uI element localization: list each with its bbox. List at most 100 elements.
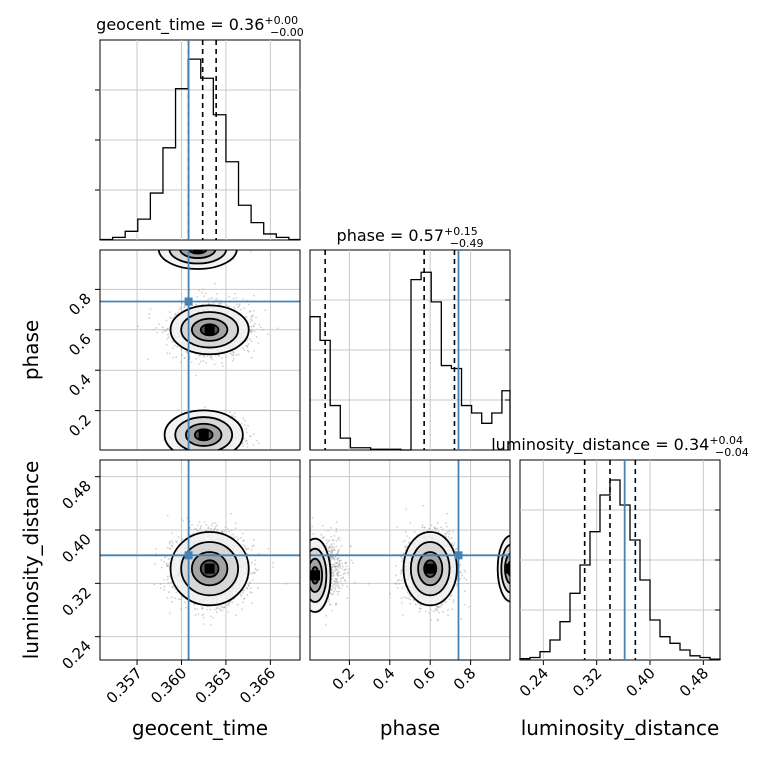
sample-point — [217, 354, 220, 357]
sample-point — [185, 606, 187, 609]
xlabel-luminosity-distance: luminosity_distance — [521, 716, 720, 740]
sample-point — [245, 316, 248, 319]
sample-point — [250, 356, 253, 359]
sample-point — [178, 308, 181, 311]
sample-point — [175, 591, 178, 594]
sample-point — [210, 527, 212, 530]
sample-point — [179, 306, 182, 309]
sample-point — [170, 317, 173, 320]
sample-point — [247, 584, 250, 587]
sample-point — [243, 597, 246, 600]
sample-point — [177, 311, 180, 314]
sample-point — [262, 328, 265, 331]
sample-point — [205, 523, 208, 526]
sample-point — [170, 581, 173, 584]
sample-point — [195, 374, 198, 377]
density-peak — [192, 250, 203, 254]
sample-point — [237, 538, 240, 541]
sample-point — [248, 584, 250, 587]
sample-point — [242, 589, 245, 591]
sample-point — [171, 347, 174, 350]
panel-frame — [99, 249, 301, 451]
sample-point — [231, 354, 234, 357]
sample-point — [195, 357, 198, 360]
sample-point — [235, 297, 238, 299]
sample-point — [169, 547, 172, 550]
sample-point — [205, 361, 208, 364]
sample-point — [237, 306, 239, 309]
sample-point — [198, 363, 201, 365]
sample-point — [241, 608, 243, 610]
sample-point — [259, 326, 262, 329]
sample-point — [203, 520, 206, 523]
sample-point — [214, 526, 217, 528]
sample-point — [158, 323, 160, 326]
sample-point — [233, 307, 236, 310]
sample-point — [207, 527, 210, 530]
sample-point — [166, 328, 169, 330]
sample-point — [246, 442, 249, 445]
sample-point — [249, 435, 251, 437]
sample-point — [243, 437, 246, 440]
sample-point — [240, 422, 243, 425]
sample-point — [165, 319, 168, 322]
sample-point — [251, 591, 254, 594]
sample-point — [250, 572, 253, 575]
sample-point — [272, 566, 275, 569]
sample-point — [186, 351, 189, 353]
sample-point — [214, 282, 216, 285]
density-peak — [204, 324, 215, 335]
sample-point — [174, 314, 177, 316]
sample-point — [254, 559, 257, 562]
sample-point — [190, 361, 193, 363]
sample-point — [232, 297, 235, 300]
sample-point — [245, 344, 248, 347]
sample-point — [207, 298, 210, 301]
sample-point — [257, 342, 260, 344]
sample-point — [149, 308, 152, 310]
sample-point — [225, 604, 228, 606]
sample-point — [225, 303, 228, 306]
sample-point — [236, 603, 239, 606]
sample-point — [194, 607, 196, 610]
sample-point — [254, 567, 257, 570]
sample-point — [249, 320, 252, 323]
sample-point — [192, 532, 195, 535]
sample-point — [257, 569, 259, 571]
sample-point — [159, 587, 162, 590]
sample-point — [218, 355, 220, 357]
sample-point — [245, 440, 247, 442]
sample-point — [229, 352, 232, 355]
sample-point — [250, 340, 253, 343]
sample-point — [250, 435, 252, 438]
sample-point — [209, 608, 212, 611]
sample-point — [254, 322, 256, 325]
sample-point — [233, 306, 235, 309]
sample-point — [191, 524, 193, 526]
sample-point — [152, 328, 155, 331]
sample-point — [166, 578, 169, 581]
sample-point — [226, 305, 229, 307]
sample-point — [198, 521, 201, 523]
sample-point — [197, 529, 199, 532]
sample-point — [195, 528, 198, 530]
xlabel-geocent-time: geocent_time — [132, 716, 268, 740]
sample-point — [238, 304, 241, 307]
sample-point — [173, 344, 176, 347]
sample-point — [159, 583, 162, 585]
sample-point — [209, 356, 212, 359]
sample-point — [154, 547, 157, 550]
title-phase: phase = 0.57+0.15 −0.49 — [337, 225, 484, 250]
sample-point — [174, 597, 176, 599]
sample-point — [216, 298, 218, 300]
sample-point — [255, 316, 257, 319]
sample-point — [195, 303, 197, 306]
sample-point — [163, 589, 166, 591]
sample-point — [242, 601, 245, 604]
sample-point — [170, 544, 173, 547]
sample-point — [214, 608, 216, 611]
sample-point — [167, 564, 169, 567]
sample-point — [222, 365, 224, 368]
sample-point — [218, 302, 221, 305]
sample-point — [231, 601, 234, 603]
